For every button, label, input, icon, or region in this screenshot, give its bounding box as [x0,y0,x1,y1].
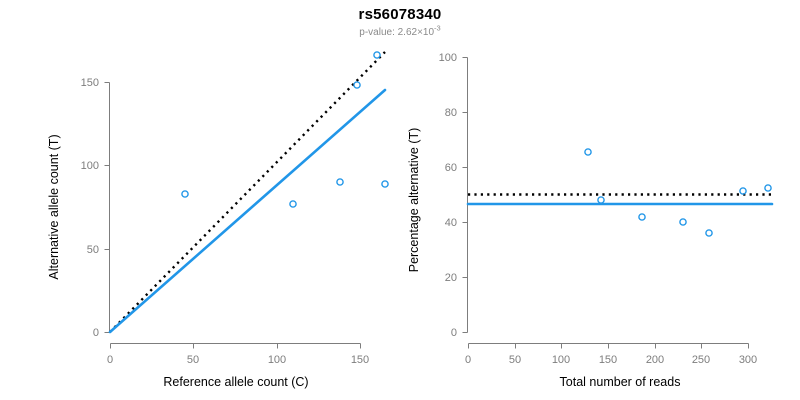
left-y-axis-line [104,82,110,333]
data-point [597,196,605,204]
data-point [381,180,389,188]
right-y-tick-40: 40 [445,217,457,229]
data-point [373,51,381,59]
data-point [705,229,713,237]
right-scatter-plot: 100 80 60 40 20 0 0 50 100 150 200 250 3… [407,52,774,389]
data-point [739,187,747,195]
data-point [638,213,646,221]
right-x-axis-title: Total number of reads [560,375,681,389]
left-x-axis-line [110,343,361,349]
right-x-tick-200: 200 [646,354,664,366]
right-y-tick-20: 20 [445,272,457,284]
left-x-tick-100: 100 [268,354,286,366]
left-y-axis-title: Alternative allele count (T) [47,134,61,279]
left-fit-line [108,88,387,334]
right-x-tick-100: 100 [552,354,570,366]
right-x-tick-250: 250 [692,354,710,366]
left-scatter-plot: 150 100 50 0 0 50 100 150 Reference alle… [47,51,389,389]
right-y-tick-60: 60 [445,162,457,174]
data-point [289,200,297,208]
data-point [181,190,189,198]
data-point [336,178,344,186]
right-y-tick-80: 80 [445,107,457,119]
right-y-axis-title: Percentage alternative (T) [407,128,421,273]
right-y-tick-100: 100 [439,52,457,64]
left-y-tick-50: 50 [87,244,99,256]
data-point [679,218,687,226]
left-x-tick-0: 0 [107,354,113,366]
right-y-axis-line [462,57,468,333]
right-x-tick-50: 50 [509,354,521,366]
left-x-axis-title: Reference allele count (C) [163,375,308,389]
right-x-tick-150: 150 [599,354,617,366]
left-y-tick-150: 150 [81,77,99,89]
right-y-tick-0: 0 [451,327,457,339]
left-y-tick-100: 100 [81,160,99,172]
left-y-tick-0: 0 [93,327,99,339]
left-reference-line [109,51,386,333]
data-point [353,81,361,89]
data-point [764,184,772,192]
left-x-tick-150: 150 [351,354,369,366]
right-x-tick-300: 300 [739,354,757,366]
right-x-tick-0: 0 [465,354,471,366]
left-x-tick-50: 50 [187,354,199,366]
data-point [584,148,592,156]
right-x-axis-line [468,343,749,349]
